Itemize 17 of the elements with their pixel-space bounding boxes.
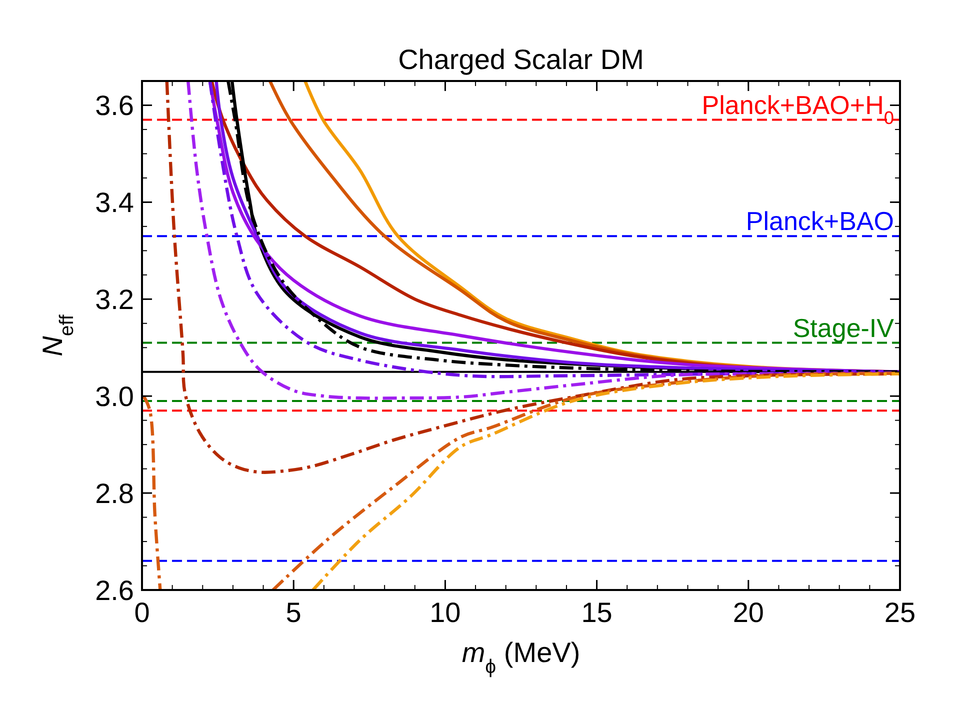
- x-tick-label: 25: [884, 597, 916, 628]
- x-tick-label: 20: [732, 597, 764, 628]
- y-tick-label: 3.0: [95, 381, 134, 412]
- y-tick-label: 3.6: [95, 90, 134, 122]
- x-tick-label: 5: [286, 597, 302, 628]
- y-tick-label: 3.4: [95, 187, 134, 218]
- ref-line-label: Planck+BAO: [746, 206, 894, 236]
- x-axis-title: m$_{ϕ}$ (MeV): [462, 637, 580, 678]
- x-tick-label: 15: [581, 597, 612, 628]
- y-tick-label: 2.8: [95, 478, 134, 510]
- chart-title: Charged Scalar DM: [398, 44, 644, 75]
- y-tick-label: 2.6: [95, 575, 134, 606]
- x-tick-label: 0: [134, 597, 150, 628]
- x-tick-label: 10: [430, 597, 461, 628]
- y-tick-label: 3.2: [95, 284, 134, 316]
- ref-line-label: Stage-IV: [792, 312, 895, 343]
- line-series: [311, 372, 900, 590]
